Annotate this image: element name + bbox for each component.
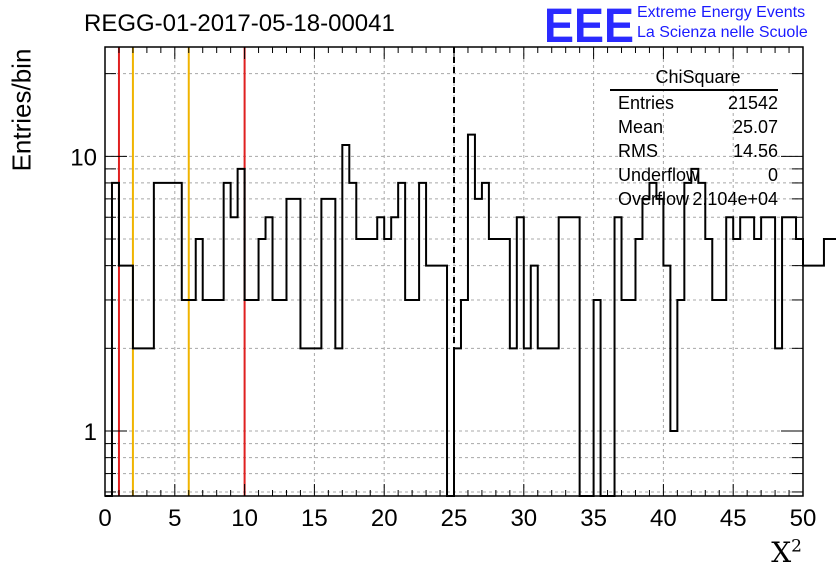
eee-logo-text: EEE [544, 2, 634, 46]
stats-row: Mean 25.07 [610, 115, 778, 139]
x-tick-label: 25 [441, 505, 468, 532]
stats-title: ChiSquare [655, 67, 741, 87]
x-tick-label: 20 [371, 505, 398, 532]
x-axis-label-text: X [771, 536, 792, 569]
x-tick-label: 10 [231, 505, 258, 532]
stats-row: Underflow 0 [610, 163, 778, 187]
x-tick-label: 5 [168, 505, 181, 532]
x-tick-label: 35 [580, 505, 607, 532]
logo-caption-1: Extreme Energy Events [637, 4, 806, 21]
y-axis-label-box: Entries/bin [4, 40, 40, 180]
x-axis-label: X2 [771, 536, 802, 569]
stats-value: 25.07 [732, 117, 778, 137]
stats-name: Underflow [618, 165, 700, 185]
stats-name: Mean [618, 117, 664, 137]
x-tick-label: 30 [510, 505, 537, 532]
eee-logo: EEE [544, 2, 634, 46]
y-tick-label: 1 [84, 419, 97, 446]
logo-caption-2: La Scienza nelle Scuole [637, 24, 808, 41]
x-tick-label: 40 [650, 505, 677, 532]
y-axis-ticks: 1 10 [70, 73, 803, 493]
stats-box: ChiSquare Entries 21542 Mean 25.07 RMS 14.5… [610, 66, 778, 211]
histogram-line [105, 133, 836, 497]
stats-row: RMS 14.56 [610, 139, 778, 163]
x-tick-label: 0 [98, 505, 111, 532]
stats-row: Entries 21542 [610, 91, 778, 115]
x-tick-label: 15 [301, 505, 328, 532]
stats-value: 2.104e+04 [692, 189, 778, 209]
x-axis-label-superscript: 2 [791, 536, 802, 557]
stats-value: 21542 [727, 93, 778, 113]
chart-title: REGG-01-2017-05-18-00041 [84, 10, 395, 37]
stats-row: Overflow 2.104e+04 [610, 187, 778, 211]
stats-name: Overflow [618, 189, 690, 209]
y-axis-label: Entries/bin [6, 48, 37, 172]
stats-name: RMS [618, 141, 658, 161]
stats-value: 0 [767, 165, 778, 185]
y-tick-label: 10 [70, 144, 97, 171]
stats-title-rule [610, 89, 778, 91]
stats-name: Entries [618, 93, 675, 113]
x-tick-label: 50 [790, 505, 817, 532]
stats-value: 14.56 [732, 141, 778, 161]
x-axis-ticks: 0 5 10 15 20 25 30 35 40 45 50 [98, 47, 816, 532]
x-tick-label: 45 [720, 505, 747, 532]
